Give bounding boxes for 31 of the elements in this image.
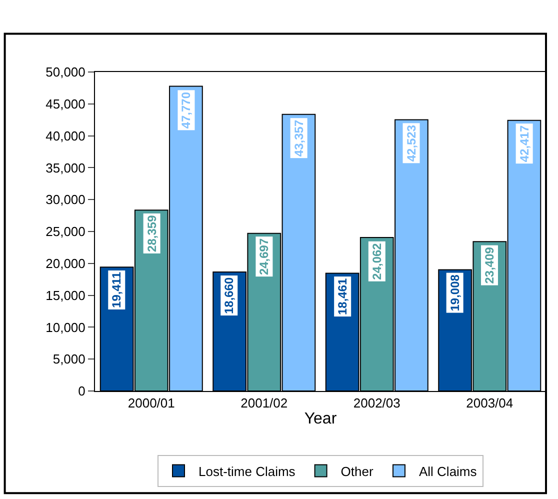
data-label: 19,411	[110, 272, 124, 308]
x-tick-label: 2001/02	[240, 396, 288, 411]
y-tick-label: 15,000	[46, 288, 86, 303]
y-tick-label: 20,000	[46, 256, 86, 271]
data-label: 18,461	[336, 278, 350, 316]
y-tick-label: 25,000	[46, 224, 86, 240]
data-label: 18,660	[222, 276, 236, 314]
y-tick-label: 30,000	[46, 192, 86, 208]
data-label: 43,357	[292, 120, 306, 157]
y-tick-label: 40,000	[46, 128, 86, 144]
data-label: 24,697	[257, 238, 272, 276]
y-tick-label: 50,000	[46, 64, 86, 80]
y-tick-label: 35,000	[46, 160, 86, 176]
legend-label: Other	[340, 464, 374, 479]
data-label: 47,770	[179, 92, 194, 129]
data-label: 28,359	[144, 214, 159, 252]
x-tick-label: 2002/03	[353, 396, 400, 411]
y-tick-label: 0	[78, 384, 86, 399]
y-tick-label: 5,000	[52, 352, 86, 367]
data-label: 42,523	[404, 124, 418, 162]
x-axis-title: Year	[304, 410, 338, 428]
legend-label: All Claims	[418, 464, 478, 479]
y-tick-label: 45,000	[46, 96, 86, 112]
data-label: 23,409	[482, 246, 496, 284]
y-tick-label: 10,000	[46, 320, 86, 335]
data-label: 24,062	[370, 242, 384, 280]
x-tick-label: 2000/01	[128, 396, 175, 411]
x-tick-label: 2003/04	[466, 396, 514, 411]
data-label: 19,008	[448, 274, 462, 312]
legend-label: Lost-time Claims	[198, 464, 296, 479]
data-label: 42,417	[517, 125, 532, 162]
